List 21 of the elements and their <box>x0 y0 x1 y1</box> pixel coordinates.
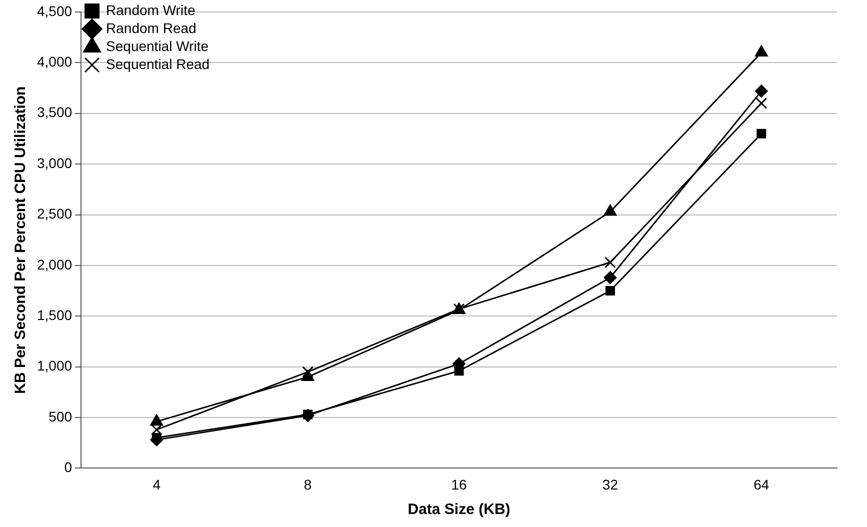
legend-label: Sequential Read <box>106 56 210 72</box>
y-tick-label: 1,500 <box>36 306 72 323</box>
y-tick-label: 2,500 <box>36 206 72 222</box>
y-tick-label: 0 <box>64 459 72 476</box>
x-tick-label: 64 <box>754 476 770 492</box>
x-tick-label: 16 <box>451 476 468 492</box>
y-tick-label: 3,000 <box>36 154 72 171</box>
x-tick-label: 8 <box>304 476 312 492</box>
legend-label: Random Write <box>106 2 196 18</box>
y-tick-label: 500 <box>48 408 72 424</box>
y-tick-label: 3,500 <box>36 104 72 120</box>
y-tick-label: 2,000 <box>36 256 72 272</box>
x-axis-title: Data Size (KB) <box>408 501 510 518</box>
y-tick-label: 4,500 <box>36 2 72 19</box>
legend-label: Sequential Write <box>106 38 209 54</box>
y-axis-title: KB Per Second Per Percent CPU Utilization <box>12 86 30 394</box>
legend-label: Random Read <box>106 20 196 36</box>
x-tick-label: 32 <box>602 476 618 492</box>
x-tick-label: 4 <box>152 476 161 492</box>
y-tick-label: 1,000 <box>36 358 72 374</box>
y-tick-label: 4,000 <box>36 54 72 70</box>
